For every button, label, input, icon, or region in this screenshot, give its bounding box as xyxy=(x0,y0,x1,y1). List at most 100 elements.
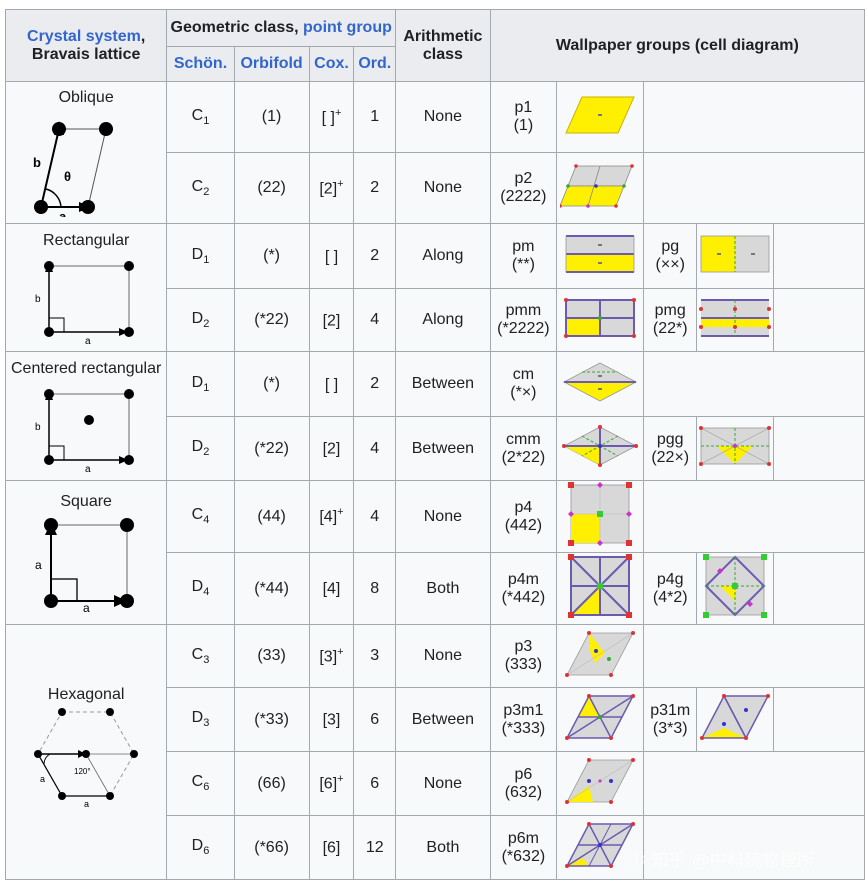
group-cm-link[interactable]: cm xyxy=(512,366,535,383)
p31m-cell-diagram[interactable] xyxy=(698,692,772,742)
cell-schon: C6 xyxy=(166,751,235,816)
cell-diagram xyxy=(696,416,775,481)
cell-cox: [6]+ xyxy=(308,751,355,816)
header-comma: , xyxy=(140,27,146,45)
label-b: b xyxy=(35,294,41,305)
schon-symbol: C xyxy=(191,773,204,791)
cell-ord: 6 xyxy=(353,751,397,816)
cell-arithmetic: None xyxy=(395,751,491,816)
schon-symbol: D xyxy=(191,709,204,727)
header-cox: Cox. xyxy=(308,46,355,82)
schon-symbol: C xyxy=(191,506,204,524)
rectangular-lattice-diagram: b a xyxy=(35,260,135,344)
watermark: ⓘ 知乎 @中科院物理所 xyxy=(628,851,815,871)
cm-cell-diagram[interactable] xyxy=(560,359,640,405)
cell-ord: 3 xyxy=(353,624,397,688)
p4g-cell-diagram[interactable] xyxy=(700,553,770,619)
cell-diagram xyxy=(556,288,645,352)
schon-symbol: D xyxy=(191,837,204,855)
cell-arithmetic: None xyxy=(395,480,491,553)
cell-diagram xyxy=(696,687,775,752)
cell-diagram xyxy=(696,288,775,352)
cmm-cell-diagram[interactable] xyxy=(560,423,640,469)
group-orbifold: (*×) xyxy=(510,384,537,401)
schon-subscript: 4 xyxy=(203,514,210,527)
cell-orbifold: (*66) xyxy=(233,815,310,880)
p3-cell-diagram[interactable] xyxy=(563,629,637,679)
cox-symbol: [ ] xyxy=(321,109,335,127)
cell-orbifold: (33) xyxy=(233,624,310,688)
group-orbifold: (1) xyxy=(513,117,534,134)
group-orbifold: (2*22) xyxy=(501,448,546,466)
group-p1-link[interactable]: p1 xyxy=(514,99,533,116)
schon-subscript: 4 xyxy=(203,586,210,599)
group-p3-link[interactable]: p3 xyxy=(514,638,533,655)
cell-arithmetic: Between xyxy=(395,351,491,417)
cell-cox: [3]+ xyxy=(308,624,355,688)
header-arithmetic-class: Arithmetic class xyxy=(395,9,491,82)
label-a-horizontal: a xyxy=(83,601,90,613)
cell-group: pg (××) xyxy=(643,223,698,289)
cell-arithmetic: Between xyxy=(395,687,491,752)
schon-subscript: 2 xyxy=(203,318,210,331)
cell-group: pgg (22×) xyxy=(643,416,698,481)
order-link[interactable]: Ord. xyxy=(358,55,392,72)
group-pmm-link[interactable]: pmm xyxy=(505,302,542,319)
group-p31m-link[interactable]: p31m xyxy=(650,701,691,719)
p4m-cell-diagram[interactable] xyxy=(565,553,635,619)
pg-cell-diagram[interactable] xyxy=(699,232,771,276)
p6m-cell-diagram[interactable] xyxy=(563,820,637,870)
cell-orbifold: (44) xyxy=(233,480,310,553)
cell-empty xyxy=(773,416,865,481)
cell-group: p4 (442) xyxy=(489,480,558,553)
orbifold-link[interactable]: Orbifold xyxy=(240,55,303,72)
group-p6m-link[interactable]: p6m xyxy=(507,829,539,847)
group-p4m-link[interactable]: p4m xyxy=(507,570,539,588)
p3m1-cell-diagram[interactable] xyxy=(563,692,637,742)
p4-cell-diagram[interactable] xyxy=(565,481,635,547)
group-pgg-link[interactable]: pgg xyxy=(656,430,684,448)
label-a: a xyxy=(59,209,67,217)
schon-symbol: C xyxy=(191,645,204,663)
cell-group: p6 (632) xyxy=(489,751,558,816)
point-group-link[interactable]: point group xyxy=(303,19,392,36)
coxeter-link[interactable]: Cox. xyxy=(314,55,349,72)
group-p4g-link[interactable]: p4g xyxy=(656,570,684,588)
cox-symbol: [3] xyxy=(322,711,341,729)
cell-diagram xyxy=(696,552,775,625)
system-hexagonal: Hexagonal 120° a a xyxy=(4,624,168,880)
cell-schon: C4 xyxy=(166,480,235,553)
wallpaper-groups-table: Crystal system, Bravais lattice Geometri… xyxy=(4,9,865,880)
cell-group: p3 (333) xyxy=(489,624,558,688)
schon-symbol: D xyxy=(191,578,204,596)
cox-superscript: + xyxy=(337,177,344,190)
p2-cell-diagram[interactable] xyxy=(558,162,640,210)
system-name: Centered rectangular xyxy=(11,360,162,377)
p1-cell-diagram[interactable] xyxy=(560,93,640,137)
group-p4-link[interactable]: p4 xyxy=(514,498,533,516)
crystal-system-link[interactable]: Crystal system xyxy=(27,27,141,45)
pm-cell-diagram[interactable] xyxy=(564,232,636,276)
schon-link[interactable]: Schön. xyxy=(173,55,228,72)
group-pg-link[interactable]: pg xyxy=(661,238,680,255)
group-cmm-link[interactable]: cmm xyxy=(506,430,541,448)
pgg-cell-diagram[interactable] xyxy=(699,424,772,468)
label-a-horizontal: a xyxy=(84,799,89,809)
group-pm-link[interactable]: pm xyxy=(512,238,535,255)
group-p2-link[interactable]: p2 xyxy=(514,170,533,187)
group-pmg-link[interactable]: pmg xyxy=(654,302,686,319)
group-p6-link[interactable]: p6 xyxy=(514,765,533,783)
cell-diagram xyxy=(556,416,645,481)
cell-schon: C1 xyxy=(166,81,235,153)
group-orbifold: (442) xyxy=(504,516,543,534)
cell-ord: 4 xyxy=(353,416,397,481)
group-p3m1-link[interactable]: p3m1 xyxy=(503,701,544,719)
cox-superscript: + xyxy=(337,645,344,658)
hexagonal-lattice-diagram: 120° a a xyxy=(34,708,139,809)
cell-empty xyxy=(773,552,865,625)
pmg-cell-diagram[interactable] xyxy=(699,296,772,340)
pmm-cell-diagram[interactable] xyxy=(564,296,637,340)
group-orbifold: (333) xyxy=(504,656,543,673)
p6-cell-diagram[interactable] xyxy=(563,756,637,806)
cell-group: p31m (3*3) xyxy=(643,687,698,752)
